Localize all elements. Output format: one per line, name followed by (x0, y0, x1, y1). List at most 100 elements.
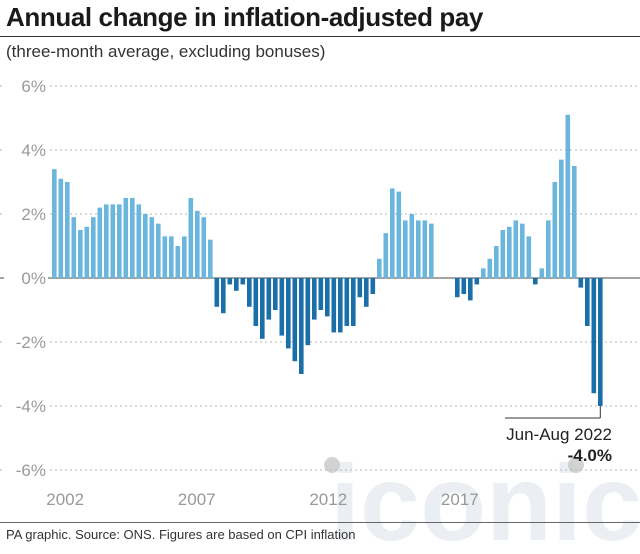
bar (481, 268, 486, 278)
bar (97, 207, 103, 278)
bar (175, 246, 181, 278)
x-tick-label: 2007 (178, 490, 216, 509)
bar (552, 182, 558, 278)
bar (149, 217, 155, 278)
bar (279, 278, 285, 336)
bar (214, 278, 220, 307)
y-tick-label: 6% (21, 77, 46, 96)
title-divider (0, 36, 640, 37)
bar (390, 188, 395, 278)
watermark-dot (324, 457, 340, 473)
x-tick-label: 2012 (309, 490, 347, 509)
x-tick-label: 2017 (441, 490, 479, 509)
y-tick-label-bg (4, 76, 48, 96)
bar (130, 198, 135, 278)
bar (240, 278, 246, 285)
annotation-value: -4.0% (568, 446, 612, 465)
bar (312, 278, 317, 320)
chart-subtitle: (three-month average, excluding bonuses) (6, 42, 326, 61)
x-tick-label: 2002 (46, 490, 84, 509)
bar (247, 278, 252, 307)
x-axis-labels: 2002 2007 2012 2017 (46, 490, 478, 509)
bar (273, 278, 278, 310)
bar (546, 220, 551, 278)
bar (286, 278, 291, 349)
y-tick-label-bg (4, 140, 48, 160)
bar (578, 278, 584, 288)
bar (474, 278, 480, 285)
y-tick-label-bg (4, 204, 48, 224)
y-tick-label: 2% (21, 205, 46, 224)
bar (416, 220, 421, 278)
bar (260, 278, 265, 339)
bar (572, 166, 577, 278)
bar (585, 278, 590, 326)
bar (292, 278, 298, 362)
bar (455, 278, 460, 298)
y-tick-label-bg (4, 396, 48, 416)
bar (565, 114, 571, 278)
y-tick-label: 4% (21, 141, 46, 160)
bar (52, 169, 57, 278)
bar (325, 278, 330, 317)
bar (305, 278, 311, 346)
bar (123, 198, 129, 278)
source-note: PA graphic. Source: ONS. Figures are bas… (6, 527, 356, 542)
bar (507, 226, 512, 278)
bar (539, 268, 545, 278)
y-tick-label-bg (4, 332, 48, 352)
bar (533, 278, 538, 285)
bar (364, 278, 369, 307)
bar (409, 214, 415, 278)
bar (357, 278, 363, 298)
bar (65, 182, 70, 278)
bar (591, 278, 597, 394)
bar (513, 220, 519, 278)
bar (143, 214, 148, 278)
y-tick-label-bg (4, 460, 48, 480)
bar (71, 217, 77, 278)
bar (468, 278, 473, 301)
bar (351, 278, 356, 326)
y-tick-label: -2% (16, 333, 46, 352)
bar (500, 230, 506, 278)
bar (422, 220, 428, 278)
bar (383, 233, 389, 278)
bar (234, 278, 239, 291)
annotation: Jun-Aug 2022 -4.0% (505, 406, 612, 465)
y-tick-label: 0% (21, 269, 46, 288)
bar (338, 278, 343, 333)
bar (162, 236, 168, 278)
bar (487, 258, 493, 278)
bar (396, 191, 402, 278)
bar (377, 258, 382, 278)
y-axis-labels: 6% 4% 2% 0% -2% -4% -6% (4, 76, 48, 480)
bar (195, 210, 200, 278)
bars (52, 114, 603, 406)
watermark-dot (568, 457, 584, 473)
watermark-text: iconic (330, 442, 640, 554)
bar (520, 223, 525, 278)
bar (110, 204, 116, 278)
bar (188, 198, 194, 278)
iconic-watermark: iconic (324, 442, 640, 554)
bar (117, 204, 122, 278)
bar (227, 278, 233, 285)
bar (58, 178, 64, 278)
bar (182, 236, 187, 278)
bar (403, 220, 408, 278)
chart-title: Annual change in inflation-adjusted pay (6, 2, 483, 32)
bar (429, 223, 434, 278)
bar (494, 246, 499, 278)
bar (221, 278, 226, 314)
bar (78, 230, 83, 278)
bar (91, 217, 96, 278)
bar (253, 278, 259, 326)
bar (526, 236, 532, 278)
bar (299, 278, 304, 374)
bar (84, 226, 90, 278)
bar (136, 204, 142, 278)
y-tick-label: -6% (16, 461, 46, 480)
bar (461, 278, 467, 294)
